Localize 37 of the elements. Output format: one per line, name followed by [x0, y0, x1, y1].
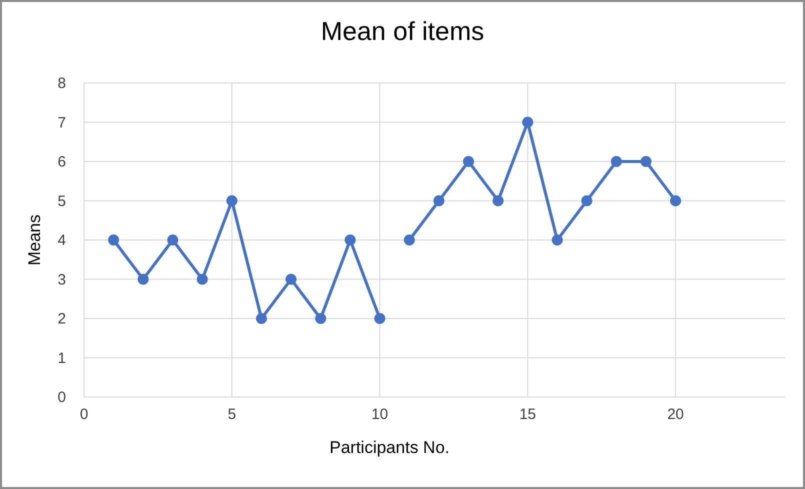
point	[196, 274, 208, 285]
y-axis-title: Means	[25, 214, 44, 266]
point	[226, 195, 238, 206]
y-tick-label: 4	[58, 232, 66, 249]
y-tick-label: 7	[58, 114, 66, 132]
point	[138, 274, 149, 285]
point	[286, 274, 297, 285]
point	[256, 313, 267, 324]
point	[492, 195, 504, 206]
y-tick-label: 0	[58, 389, 66, 406]
point	[640, 156, 652, 167]
point	[433, 195, 444, 206]
point	[404, 234, 415, 246]
x-tick-label: 15	[519, 406, 536, 423]
point	[167, 234, 178, 246]
x-tick-label: 5	[228, 406, 236, 423]
y-tick-label: 1	[58, 350, 66, 367]
y-tick-label: 5	[58, 192, 66, 210]
point	[374, 313, 386, 324]
point	[552, 234, 563, 246]
point	[670, 195, 682, 206]
x-tick-label: 20	[667, 406, 684, 423]
y-tick-label: 6	[58, 154, 66, 170]
x-tick-label: 0	[80, 406, 88, 423]
point	[315, 313, 326, 324]
y-tick-label: 2	[58, 310, 66, 328]
point	[344, 234, 356, 246]
point	[463, 156, 474, 167]
chart-title: Mean of items	[320, 16, 484, 46]
point	[522, 116, 534, 128]
x-tick-label: 10	[371, 406, 388, 423]
y-tick-label: 3	[58, 271, 66, 288]
point	[108, 234, 120, 246]
x-axis-title: Participants No.	[330, 438, 450, 457]
point	[581, 195, 592, 206]
y-tick-label: 8	[58, 75, 66, 92]
point	[610, 156, 622, 167]
